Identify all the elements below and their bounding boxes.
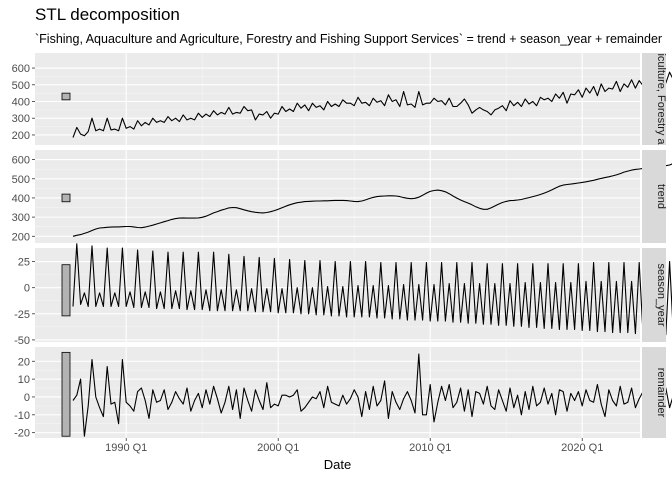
facet-strip (642, 53, 666, 145)
y-tick-label: 25 (18, 257, 30, 269)
facet-strip-label: trend (655, 184, 667, 209)
y-tick-label: 10 (18, 374, 30, 386)
y-tick-label: 300 (12, 113, 30, 125)
y-tick-label: 600 (12, 63, 30, 75)
y-tick-label: 300 (12, 212, 30, 224)
facet-strip-label: iculture, Forestry a (655, 53, 667, 145)
y-tick-label: 500 (12, 80, 30, 92)
facet-strip (642, 248, 666, 342)
y-tick-label: -10 (14, 410, 30, 422)
y-tick-label: -25 (14, 309, 30, 321)
series-line (72, 163, 672, 237)
chart-subtitle: `Fishing, Aquaculture and Agriculture, F… (35, 32, 662, 46)
y-tick-label: 500 (12, 174, 30, 186)
y-tick-label: 0 (24, 283, 30, 295)
panel-background (35, 347, 640, 438)
facet-strip (642, 347, 666, 438)
y-tick-label: 20 (18, 356, 30, 368)
facet-strip-label: remainder (655, 368, 667, 418)
facet-strip (642, 150, 666, 243)
panel-2: 200 300 400 500 600 trend (12, 150, 672, 243)
series-line (72, 71, 672, 138)
panel-1: 200 300 400 500 600 iculture, Forestry a (12, 53, 672, 145)
y-tick-label: 400 (12, 97, 30, 109)
panel-4: -20 -10 0 10 20 remainder (14, 347, 672, 440)
panel-3: -50 -25 0 25 season_year (14, 243, 672, 347)
x-axis-title: Date (324, 457, 351, 472)
y-tick-label: 200 (12, 130, 30, 142)
facet-strip-label: season_year (655, 264, 667, 327)
scale-bar (61, 193, 71, 203)
chart-title: STL decomposition (35, 5, 180, 24)
x-tick-label: 2000 Q1 (257, 442, 299, 454)
y-tick-label: 600 (12, 155, 30, 167)
y-tick-label: 200 (12, 231, 30, 243)
series-line (72, 243, 672, 336)
x-tick-label: 1990 Q1 (105, 442, 147, 454)
x-tick-label: 2010 Q1 (409, 442, 451, 454)
y-tick-label: -20 (14, 428, 30, 440)
y-tick-label: 0 (24, 392, 30, 404)
y-tick-label: 400 (12, 193, 30, 205)
scale-bar (61, 92, 71, 101)
scale-bar (61, 351, 71, 437)
x-tick-label: 2020 Q1 (561, 442, 603, 454)
series-line (72, 353, 672, 437)
y-tick-label: -50 (14, 335, 30, 347)
scale-bar (61, 264, 71, 317)
